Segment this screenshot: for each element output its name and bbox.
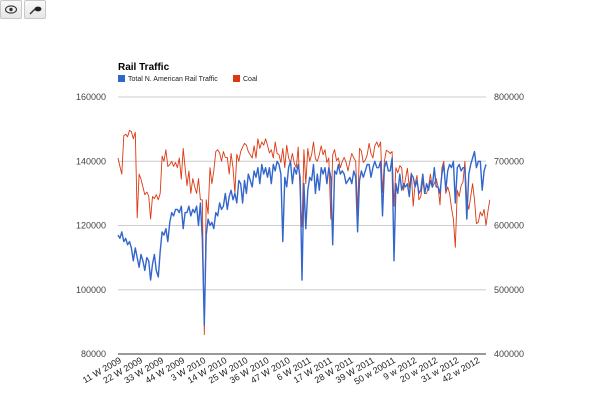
left-axis-tick-label: 100000 xyxy=(76,285,106,295)
right-axis-tick-label: 800000 xyxy=(494,92,524,102)
left-axis-tick-label: 140000 xyxy=(76,156,106,166)
brush-icon xyxy=(29,6,41,14)
style-edit-button[interactable] xyxy=(24,0,46,19)
legend: Total N. American Rail Traffic Coal xyxy=(118,75,258,83)
legend-label-coal: Coal xyxy=(243,76,258,83)
left-axis-tick-label: 160000 xyxy=(76,92,106,102)
series-line-total xyxy=(117,150,487,326)
legend-swatch-coal xyxy=(233,75,240,82)
left-axis-ticks: 80000 100000 120000 140000 160000 xyxy=(76,92,106,359)
left-axis-tick-label: 120000 xyxy=(76,221,106,231)
right-axis-tick-label: 500000 xyxy=(494,285,524,295)
right-axis-ticks: 400000 500000 600000 700000 800000 xyxy=(494,92,524,359)
left-axis-tick-label: 80000 xyxy=(81,349,106,359)
legend-label-total: Total N. American Rail Traffic xyxy=(128,76,218,83)
right-axis-tick-label: 700000 xyxy=(494,156,524,166)
right-axis-tick-label: 400000 xyxy=(494,349,524,359)
legend-swatch-total xyxy=(118,75,125,82)
view-toggle-button[interactable] xyxy=(0,0,22,19)
eye-icon xyxy=(5,5,17,14)
chart-toolbar xyxy=(0,0,46,20)
chart-title: Rail Traffic xyxy=(118,62,170,73)
right-axis-tick-label: 600000 xyxy=(494,221,524,231)
series-lines xyxy=(117,129,491,336)
